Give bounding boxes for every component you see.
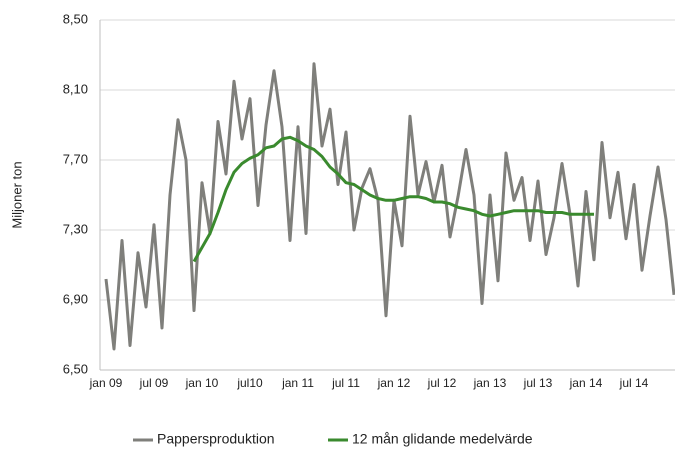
y-tick-label: 8,50: [63, 11, 88, 26]
series-line: [192, 135, 594, 263]
x-tick-label: jan 10: [185, 376, 219, 390]
x-tick-label: jul 11: [331, 376, 360, 390]
y-tick-label: 7,70: [63, 151, 88, 166]
y-tick-label: 8,10: [63, 81, 88, 96]
x-tick-label: jan 14: [569, 376, 603, 390]
x-tick-label: jul 13: [523, 376, 553, 390]
x-tick-label: jul 12: [427, 376, 457, 390]
x-tick-label: jan 09: [89, 376, 123, 390]
legend-label: Pappersproduktion: [157, 431, 275, 447]
x-tick-label: jan 13: [473, 376, 507, 390]
y-tick-label: 6,90: [63, 291, 88, 306]
y-tick-label: 7,30: [63, 221, 88, 236]
series-line: [104, 62, 675, 351]
x-tick-label: jul10: [236, 376, 263, 390]
x-tick-label: jan 11: [281, 376, 314, 390]
y-tick-label: 6,50: [63, 361, 88, 376]
legend-label: 12 mån glidande medelvärde: [352, 431, 533, 447]
x-tick-label: jan 12: [377, 376, 411, 390]
y-axis-label: Miljoner ton: [9, 161, 24, 228]
x-tick-label: jul 09: [139, 376, 169, 390]
x-tick-label: jul 14: [619, 376, 649, 390]
